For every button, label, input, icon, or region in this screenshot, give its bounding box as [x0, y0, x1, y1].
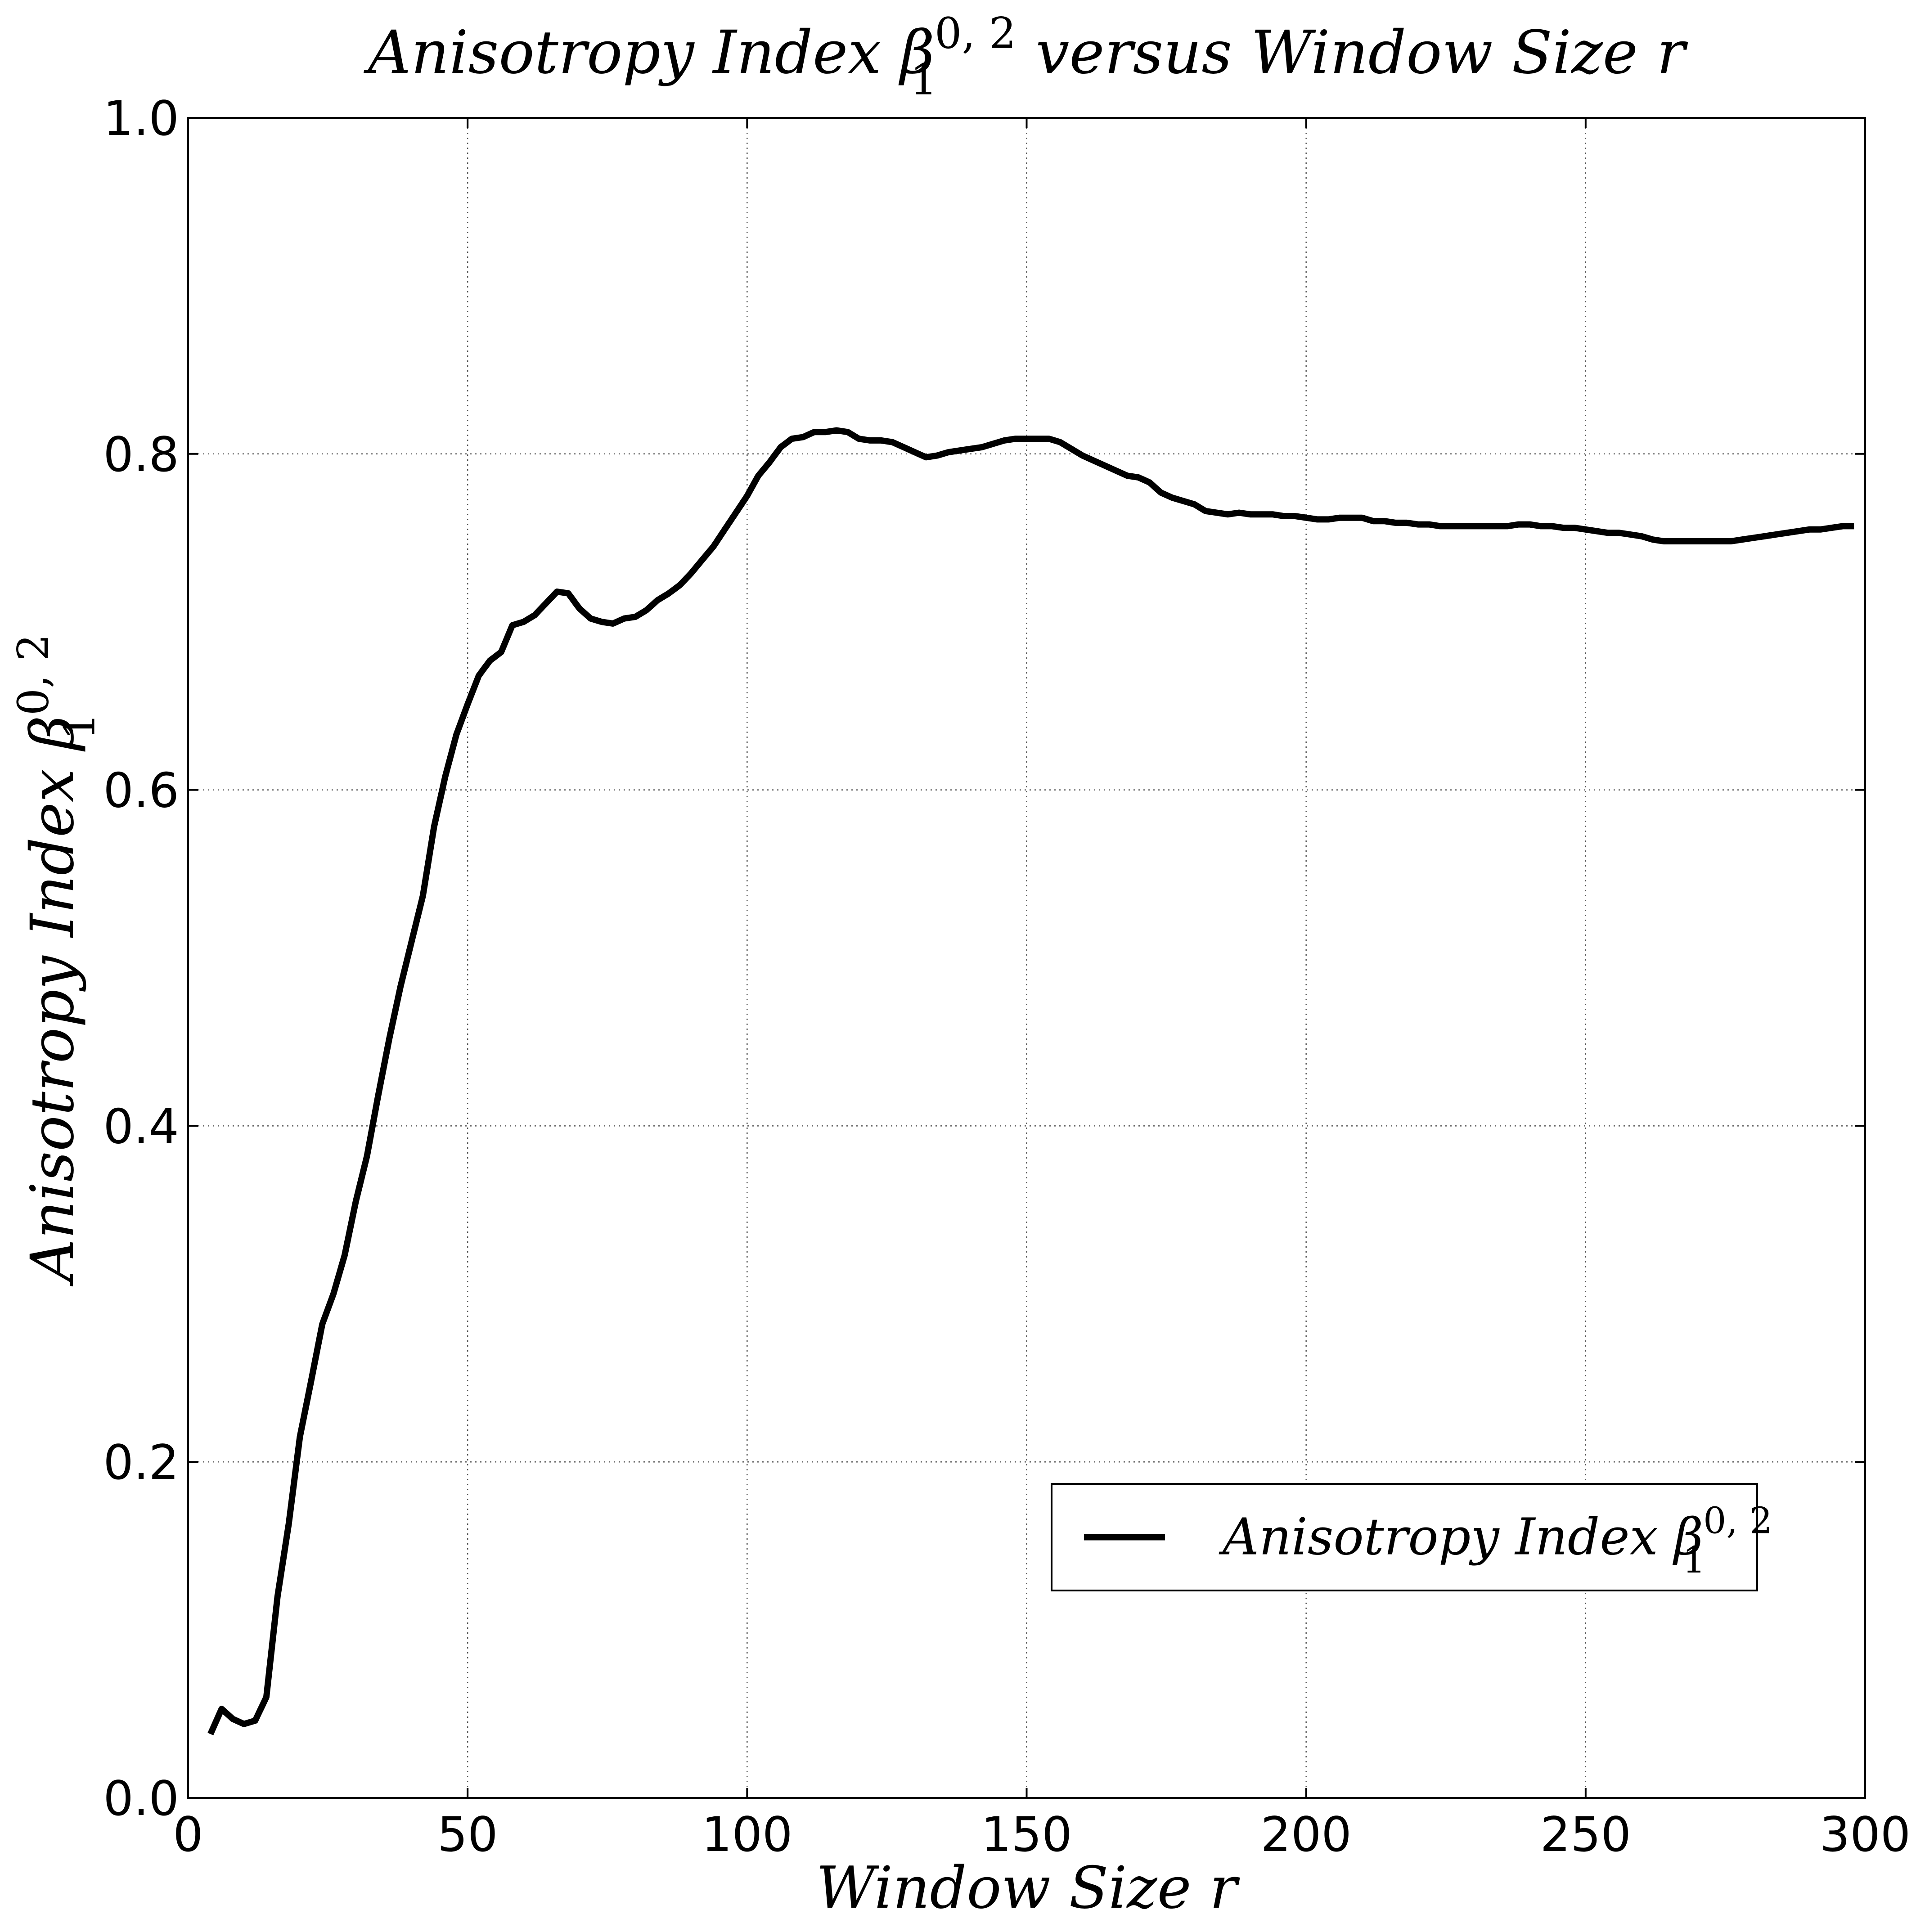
beta-symbol: β: [1672, 1508, 1703, 1567]
subscript: 1: [55, 713, 105, 740]
superscript: 0, 2: [1703, 1500, 1772, 1542]
label-text-tail: versus Window Size r: [1017, 18, 1688, 87]
subscript: 1: [910, 55, 937, 105]
label-text: Anisotropy Index: [18, 750, 87, 1287]
beta-symbol: β: [18, 715, 87, 752]
x-tick-label: 150: [981, 1807, 1072, 1862]
y-axis-label: Anisotropy Index β0, 21: [9, 634, 105, 1287]
y-tick-label: 0.8: [103, 427, 179, 482]
y-tick-label: 0.2: [103, 1435, 179, 1490]
x-tick-label: 0: [173, 1807, 203, 1862]
superscript: 0, 2: [935, 9, 1016, 58]
x-tick-label: 250: [1540, 1807, 1631, 1862]
series-line: [207, 427, 1854, 1735]
beta-symbol: β: [898, 18, 935, 87]
x-tick-label: 300: [1820, 1807, 1911, 1862]
subscript: 1: [1682, 1539, 1705, 1582]
superscript: 0, 2: [9, 634, 58, 715]
label-text: Anisotropy Index: [363, 18, 900, 87]
x-tick-label: 200: [1261, 1807, 1352, 1862]
y-tick-label: 0.6: [103, 763, 179, 818]
label-text: Anisotropy Index: [1219, 1508, 1674, 1567]
x-tick-label: 100: [702, 1807, 792, 1862]
x-axis-label: Window Size r: [816, 1855, 1240, 1922]
series-layer: [207, 427, 1854, 1735]
ticks: 0 50 100 150 200 250 300 0.0 0.2 0.4 0.6 0.8 1.0: [103, 91, 1911, 1862]
legend-box: [1051, 1483, 1758, 1591]
x-tick-label: 50: [437, 1807, 498, 1862]
y-tick-label: 1.0: [103, 91, 179, 146]
y-tick-label: 0.4: [103, 1099, 179, 1154]
y-tick-label: 0.0: [103, 1771, 179, 1826]
